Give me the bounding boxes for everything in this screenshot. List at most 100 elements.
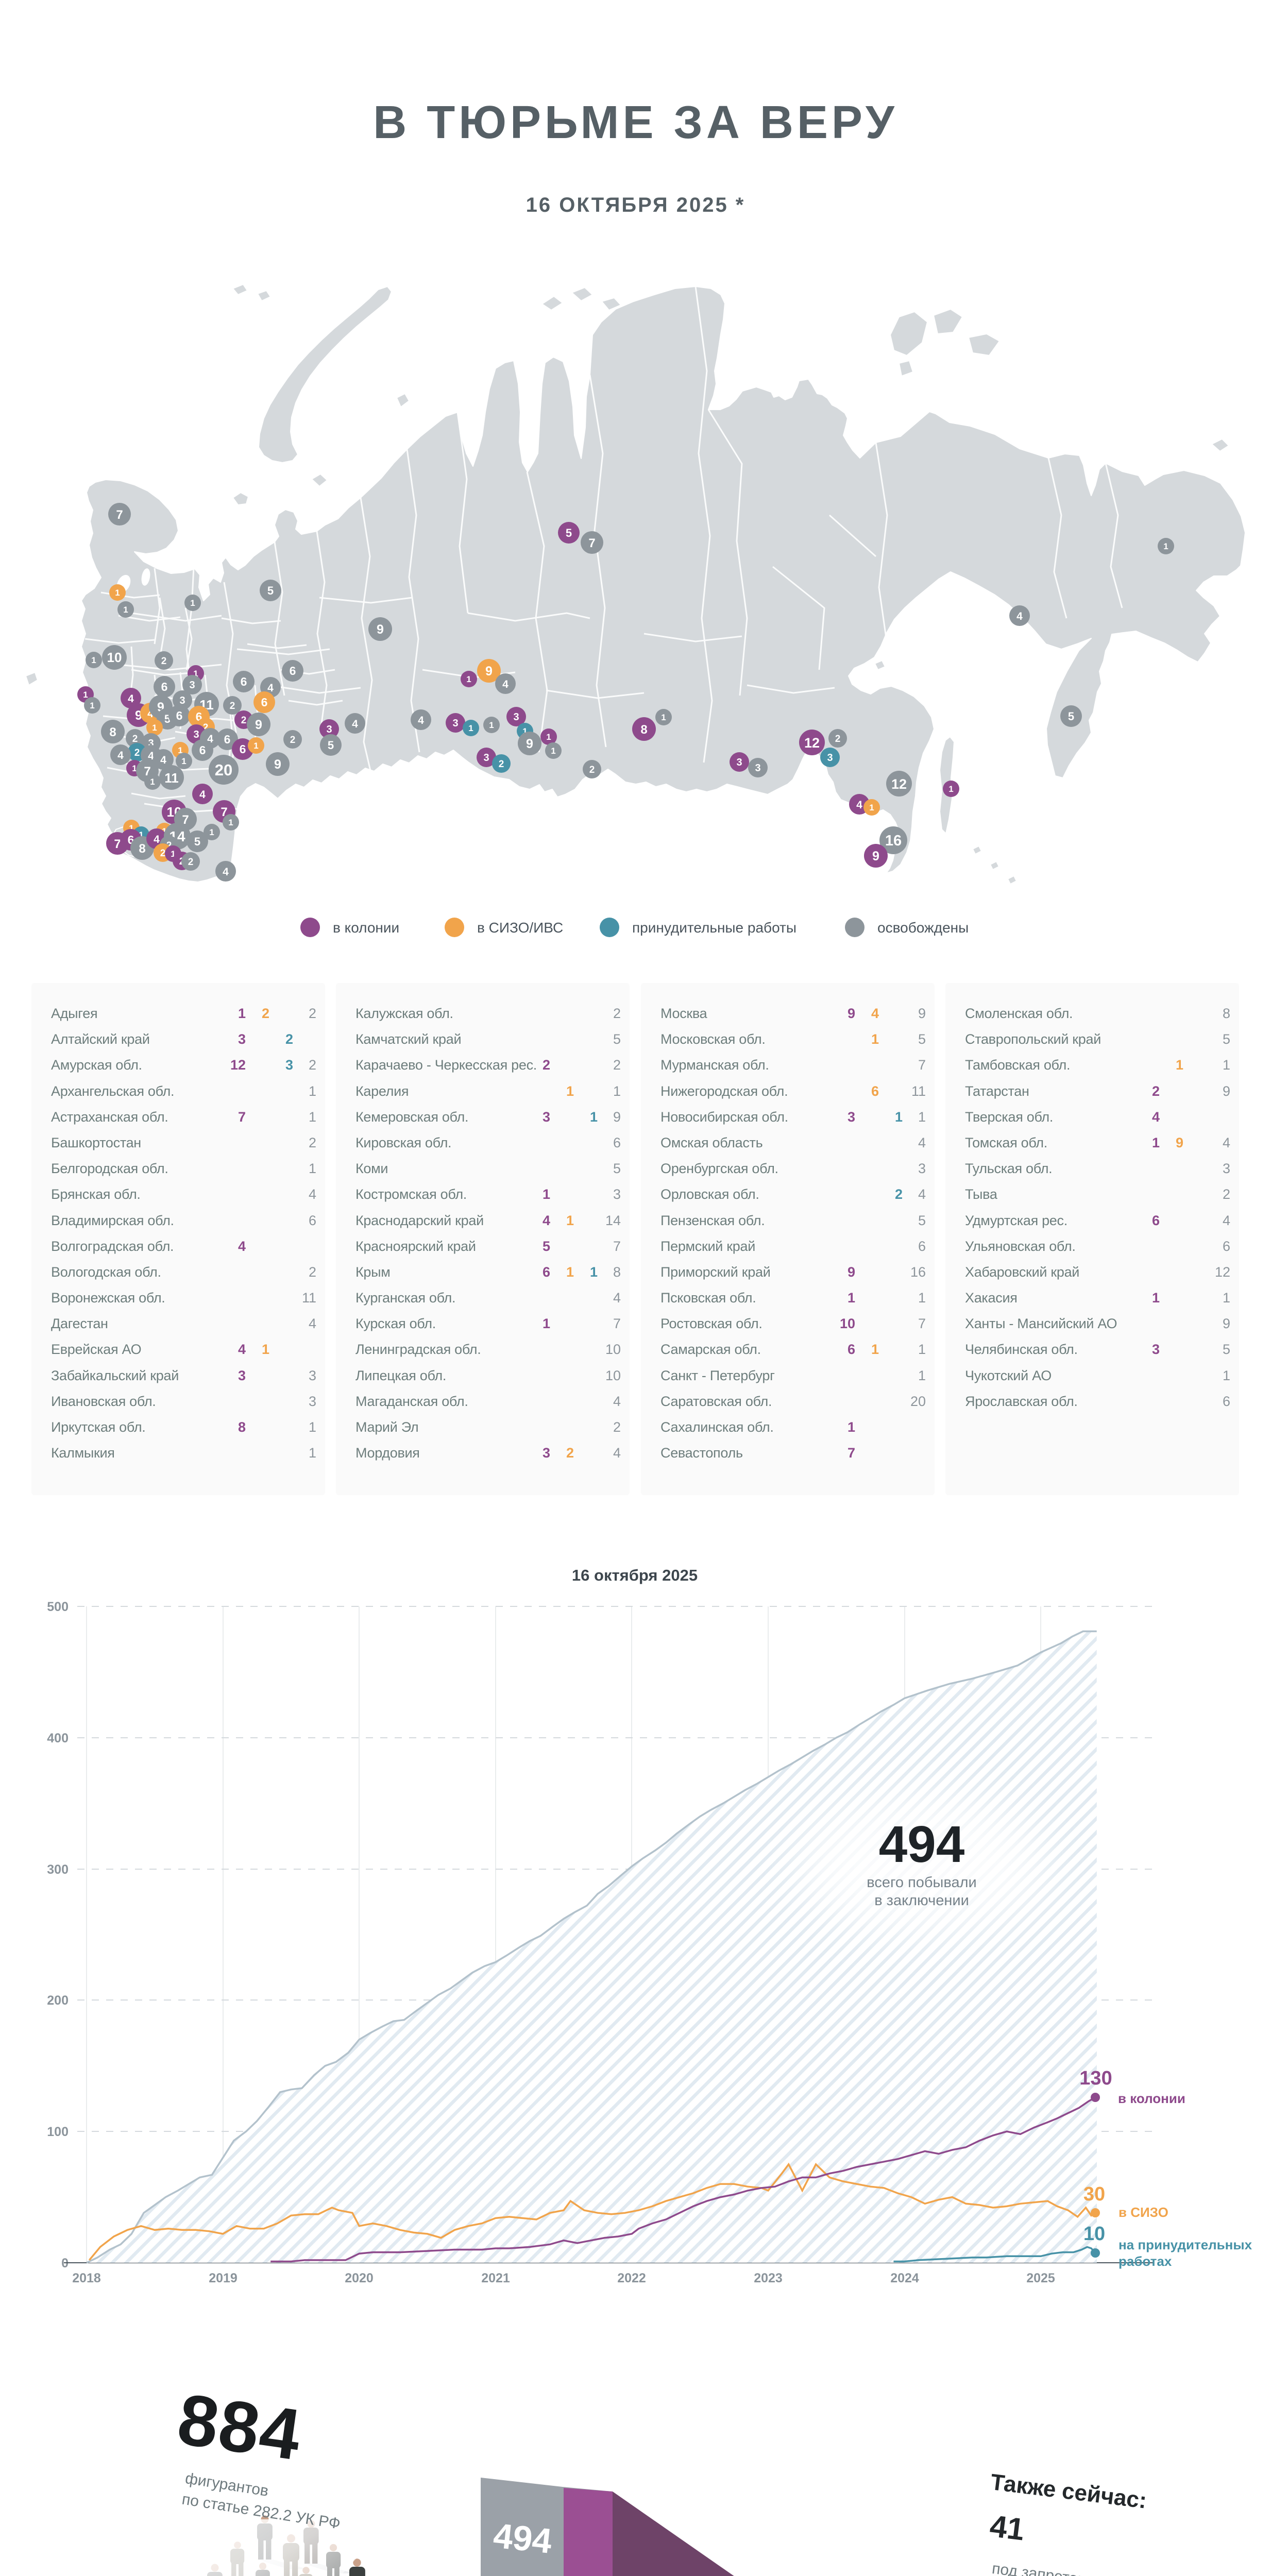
svg-text:7: 7 (182, 813, 189, 827)
svg-text:1: 1 (546, 732, 551, 742)
svg-text:2: 2 (230, 701, 235, 711)
svg-text:1: 1 (83, 690, 88, 700)
svg-text:12: 12 (804, 735, 820, 751)
svg-text:6: 6 (224, 733, 231, 746)
svg-text:1: 1 (661, 713, 666, 722)
svg-text:1: 1 (181, 756, 186, 766)
svg-text:1: 1 (468, 723, 473, 733)
svg-text:2: 2 (499, 759, 504, 770)
svg-text:4: 4 (148, 750, 154, 762)
svg-text:6: 6 (176, 709, 183, 722)
svg-text:3: 3 (326, 724, 332, 735)
svg-text:2: 2 (132, 734, 138, 744)
svg-text:1: 1 (869, 803, 874, 812)
svg-text:200: 200 (47, 1993, 69, 2008)
svg-text:2023: 2023 (754, 2271, 783, 2285)
svg-text:9: 9 (872, 849, 879, 863)
svg-text:8: 8 (640, 723, 647, 737)
svg-text:300: 300 (47, 1862, 69, 1877)
svg-text:в колонии: в колонии (1118, 2091, 1185, 2106)
svg-text:1: 1 (91, 655, 96, 665)
svg-text:в СИЗО/ИВС: в СИЗО/ИВС (477, 920, 563, 936)
svg-text:3: 3 (755, 762, 760, 774)
svg-text:1: 1 (193, 669, 198, 679)
svg-text:9: 9 (485, 664, 493, 679)
svg-text:5: 5 (1068, 710, 1074, 723)
svg-text:1: 1 (253, 741, 258, 751)
svg-text:1: 1 (228, 818, 233, 827)
svg-text:3: 3 (148, 738, 154, 749)
svg-text:1: 1 (948, 784, 953, 794)
svg-text:1: 1 (190, 598, 195, 608)
svg-text:5: 5 (267, 584, 274, 597)
svg-text:1: 1 (132, 764, 137, 773)
svg-text:2: 2 (290, 735, 296, 745)
svg-text:9: 9 (255, 718, 262, 732)
svg-text:9: 9 (526, 737, 533, 751)
svg-text:2021: 2021 (481, 2271, 510, 2285)
svg-text:12: 12 (891, 776, 907, 792)
svg-text:принудительные работы: принудительные работы (632, 920, 797, 936)
svg-text:2: 2 (241, 715, 247, 726)
svg-text:130: 130 (1079, 2067, 1112, 2089)
svg-text:3: 3 (827, 752, 833, 764)
svg-text:1: 1 (123, 605, 128, 615)
svg-text:4: 4 (160, 754, 166, 766)
svg-text:3: 3 (513, 711, 519, 723)
svg-text:10: 10 (107, 650, 122, 665)
svg-text:2018: 2018 (72, 2271, 101, 2285)
svg-text:2: 2 (589, 765, 595, 775)
svg-text:1: 1 (129, 823, 133, 833)
svg-text:1: 1 (115, 588, 120, 598)
svg-text:30: 30 (1083, 2183, 1105, 2205)
svg-text:6: 6 (241, 675, 247, 688)
svg-text:16: 16 (885, 833, 902, 849)
svg-text:6: 6 (161, 680, 168, 693)
svg-text:2022: 2022 (617, 2271, 646, 2285)
svg-text:3: 3 (736, 757, 742, 768)
svg-text:9: 9 (377, 622, 384, 637)
svg-text:10: 10 (1083, 2223, 1105, 2245)
svg-text:1: 1 (522, 726, 527, 736)
svg-text:3: 3 (193, 729, 199, 740)
svg-text:6: 6 (240, 742, 246, 756)
svg-text:4: 4 (199, 789, 206, 801)
svg-text:20: 20 (215, 761, 232, 779)
svg-text:6: 6 (290, 664, 296, 677)
svg-text:16 октября 2025: 16 октября 2025 (572, 1566, 698, 1584)
svg-text:4: 4 (117, 750, 124, 761)
svg-text:4: 4 (502, 679, 509, 690)
svg-text:2: 2 (835, 734, 841, 744)
svg-text:11: 11 (164, 770, 179, 786)
svg-text:494: 494 (492, 2516, 554, 2561)
svg-text:3: 3 (179, 695, 185, 706)
svg-text:1: 1 (489, 720, 494, 730)
svg-text:494: 494 (879, 1816, 965, 1873)
svg-text:1: 1 (152, 723, 157, 733)
svg-text:1: 1 (171, 849, 175, 859)
svg-text:1: 1 (551, 746, 555, 756)
svg-text:2024: 2024 (890, 2271, 919, 2285)
svg-text:в заключении: в заключении (874, 1892, 969, 1909)
svg-text:1: 1 (162, 826, 166, 836)
svg-text:3: 3 (189, 680, 195, 691)
svg-text:9: 9 (274, 757, 281, 772)
svg-text:2: 2 (188, 857, 194, 868)
svg-text:всего побывали: всего побывали (867, 1874, 976, 1891)
svg-text:3: 3 (483, 752, 489, 764)
svg-text:2025: 2025 (1026, 2271, 1055, 2285)
svg-text:в колонии: в колонии (333, 920, 399, 936)
svg-text:4: 4 (352, 718, 358, 730)
svg-text:2: 2 (166, 840, 172, 851)
svg-text:на принудительных: на принудительных (1119, 2237, 1252, 2252)
svg-text:1: 1 (150, 777, 155, 787)
svg-text:6: 6 (261, 696, 268, 709)
svg-text:1: 1 (209, 827, 214, 837)
svg-text:4: 4 (223, 866, 229, 878)
svg-text:2020: 2020 (345, 2271, 374, 2285)
svg-text:1: 1 (466, 674, 471, 684)
svg-text:7: 7 (588, 536, 595, 550)
svg-text:4: 4 (267, 682, 274, 694)
svg-text:4: 4 (856, 799, 862, 811)
svg-text:3: 3 (452, 718, 458, 729)
